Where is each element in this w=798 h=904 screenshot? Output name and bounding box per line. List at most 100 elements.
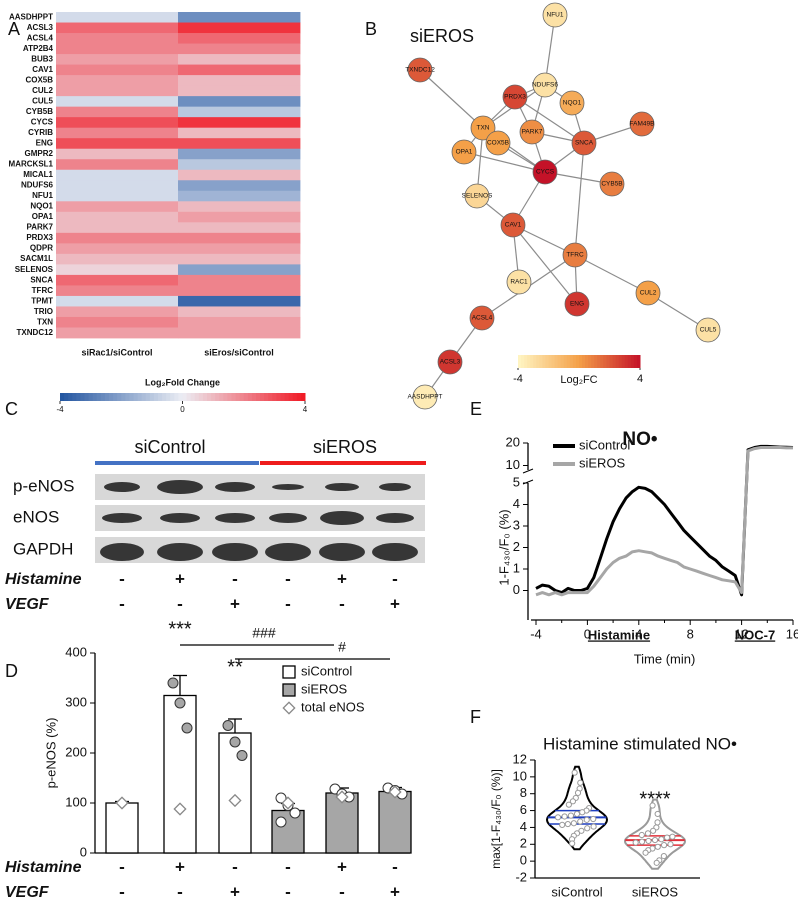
node-label: TXNDC12 <box>405 67 435 74</box>
data-point <box>229 736 241 748</box>
gene-label: BUB3 <box>31 54 53 63</box>
network-edge <box>463 151 546 173</box>
colorbar-step <box>300 393 306 401</box>
colorbar-step <box>162 393 167 401</box>
colorbar-step <box>68 393 73 401</box>
panel-letter: F <box>470 707 481 727</box>
y-axis-label: p-eNOS (%) <box>43 718 58 789</box>
colorbar-step <box>166 393 171 401</box>
treatment-sign: + <box>175 569 185 588</box>
chart-title: Histamine stimulated NO• <box>543 734 737 753</box>
colorbar-step <box>121 393 126 401</box>
y-tick-label: 5 <box>513 474 520 489</box>
network-edge <box>574 254 649 294</box>
data-point <box>289 807 301 819</box>
colorbar-step <box>533 355 537 368</box>
blot-membrane <box>95 474 425 500</box>
bar <box>378 790 412 854</box>
column-label: siEros/siControl <box>204 347 274 357</box>
colorbar-step <box>594 355 598 368</box>
y-tick-label: 0 <box>520 853 527 868</box>
network-edge <box>512 224 578 305</box>
heatmap-cell <box>56 306 179 318</box>
treatment-sign: - <box>339 594 345 613</box>
node-label: PRDX3 <box>504 94 526 101</box>
gene-label: NQO1 <box>30 202 53 211</box>
heatmap-cell <box>178 274 301 286</box>
data-point <box>577 818 584 825</box>
legend-label: siEROS <box>579 455 626 470</box>
colorbar-step <box>92 393 98 401</box>
gene-label: MICAL1 <box>23 170 53 179</box>
y-tick-label: 10 <box>513 768 527 783</box>
heatmap-cell <box>56 138 179 150</box>
data-point <box>561 813 568 820</box>
heatmap-cell <box>178 190 301 202</box>
gene-label: TPMT <box>31 296 53 305</box>
node-label: AASDHPPT <box>407 394 442 401</box>
data-point <box>651 836 659 844</box>
panel-letter: D <box>5 661 18 681</box>
heatmap-cell <box>178 327 301 339</box>
panel-letter: E <box>470 399 482 419</box>
data-point <box>584 825 591 832</box>
colorbar-step <box>145 393 151 401</box>
colorbar-step <box>618 355 623 368</box>
colorbar-step <box>149 393 155 401</box>
x-tick-label: siControl <box>551 884 602 899</box>
colorbar-step <box>260 393 265 401</box>
data-point <box>567 812 575 819</box>
colorbar-step <box>182 393 188 401</box>
colorbar-step <box>202 393 208 401</box>
data-point <box>590 815 597 823</box>
colorbar-step <box>624 355 629 368</box>
node-label: TXN <box>477 125 490 132</box>
data-point <box>571 769 578 776</box>
total-enos-marker <box>388 785 402 799</box>
y-tick-label: 4 <box>513 496 520 511</box>
legend-swatch <box>282 683 296 697</box>
treatment-sign: - <box>339 882 345 901</box>
heatmap-cell <box>56 190 179 202</box>
heatmap-cell <box>56 274 179 286</box>
colorbar-step <box>268 393 273 401</box>
colorbar-step <box>591 355 595 368</box>
colorbar-step <box>585 355 589 368</box>
y-tick-label: 12 <box>513 751 527 766</box>
x-tick-label: 12 <box>734 626 748 641</box>
data-point <box>583 816 590 823</box>
colorbar-step <box>158 393 163 401</box>
network-node <box>437 349 463 375</box>
legend-label: siEROS <box>301 681 348 696</box>
network-edge <box>514 96 585 144</box>
network-node <box>571 130 597 156</box>
colorbar-step <box>243 393 249 401</box>
data-point <box>660 842 668 849</box>
heatmap-cell <box>56 211 179 223</box>
colorbar-step <box>563 355 568 368</box>
colorbar-step <box>530 355 534 368</box>
x-tick-label: -4 <box>530 626 542 641</box>
colorbar-step <box>536 355 540 368</box>
heatmap-cell <box>178 43 301 55</box>
y-tick-label: 200 <box>65 744 87 759</box>
heatmap-cell <box>56 243 179 255</box>
heatmap-cell <box>56 22 179 34</box>
colorbar-step <box>239 393 245 401</box>
heatmap-cell <box>178 12 301 23</box>
heatmap-cell <box>178 64 301 76</box>
data-point <box>275 792 287 804</box>
heatmap-cell <box>178 169 301 181</box>
y-tick-label: -2 <box>515 869 527 884</box>
gene-label: SNCA <box>30 275 53 284</box>
y-tick-label: 8 <box>520 785 527 800</box>
data-point <box>638 838 646 845</box>
treatment-sign: + <box>175 857 185 876</box>
heatmap-cell <box>56 12 179 23</box>
heatmap-cell <box>178 117 301 129</box>
data-point <box>574 789 582 796</box>
annotation: Histamine <box>588 627 650 642</box>
heatmap-cell <box>56 75 179 87</box>
colorbar-step <box>153 393 159 401</box>
